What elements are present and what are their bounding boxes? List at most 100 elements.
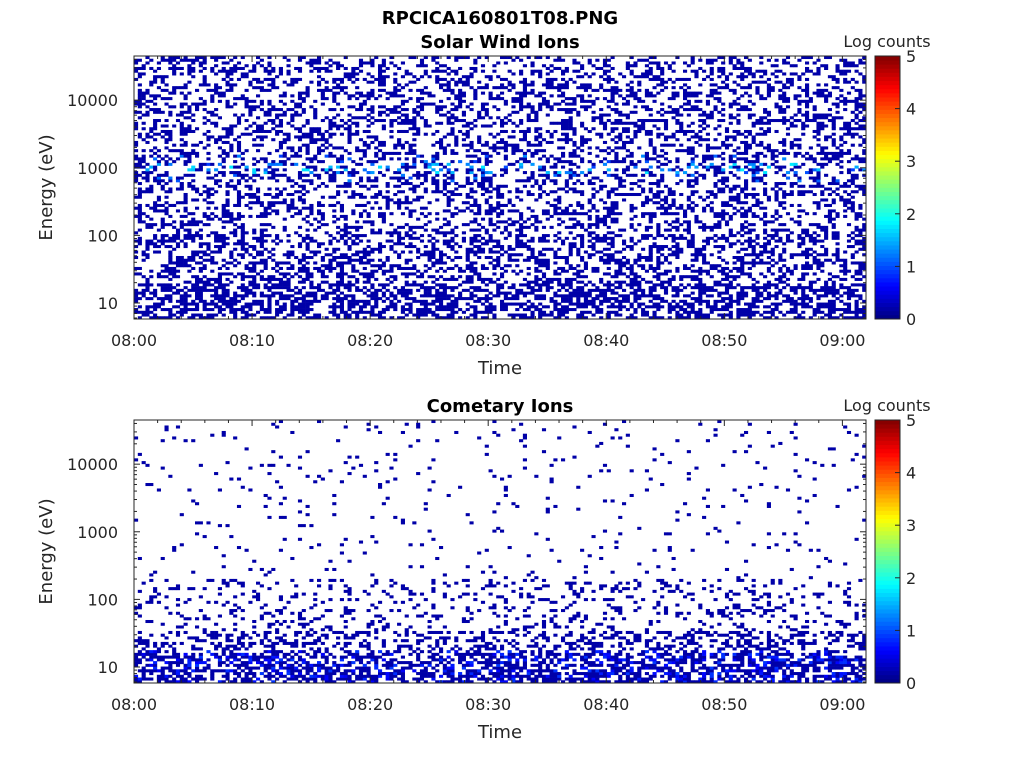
spectrogram-cell xyxy=(526,291,531,295)
spectrogram-cell xyxy=(561,209,566,213)
spectrogram-cell xyxy=(191,165,196,169)
spectrogram-cell xyxy=(511,302,516,306)
spectrogram-cell xyxy=(168,294,173,298)
spectrogram-cell xyxy=(488,234,493,238)
spectrogram-cell xyxy=(339,160,344,164)
spectrogram-cell xyxy=(412,108,417,112)
spectrogram-cell xyxy=(256,56,261,60)
spectrogram-cell xyxy=(450,149,455,153)
spectrogram-cell xyxy=(622,129,627,134)
spectrogram-cell xyxy=(469,86,474,90)
spectrogram-cell xyxy=(450,173,455,177)
spectrogram-cell xyxy=(511,97,516,101)
spectrogram-cell xyxy=(214,302,219,306)
spectrogram-cell xyxy=(397,138,402,142)
spectrogram-cell xyxy=(419,299,425,303)
spectrogram-cell xyxy=(343,56,348,60)
spectrogram-cell xyxy=(580,310,585,314)
spectrogram-cell xyxy=(610,209,615,213)
spectrogram-cell xyxy=(618,283,623,287)
spectrogram-cell xyxy=(545,171,550,175)
spectrogram-cell xyxy=(271,83,276,87)
spectrogram-cell xyxy=(553,171,558,175)
spectrogram-cell xyxy=(297,297,303,301)
spectrogram-cell xyxy=(484,86,489,90)
spectrogram-cell xyxy=(416,171,421,175)
spectrogram-cell xyxy=(320,91,325,95)
spectrogram-cell xyxy=(423,228,428,232)
spectrogram-cell xyxy=(301,187,306,191)
spectrogram-cell xyxy=(610,138,615,142)
spectrogram-cell xyxy=(541,264,547,268)
spectrogram-cell xyxy=(625,113,630,117)
spectrogram-cell xyxy=(271,162,276,166)
spectrogram-cell xyxy=(294,291,299,295)
spectrogram-cell xyxy=(541,138,547,142)
spectrogram-cell xyxy=(214,190,219,194)
spectrogram-cell xyxy=(301,201,306,205)
spectrogram-cell xyxy=(454,299,459,303)
spectrogram-cell xyxy=(229,77,234,81)
spectrogram-cell xyxy=(305,316,310,320)
spectrogram-cell xyxy=(522,105,527,109)
spectrogram-cell xyxy=(267,72,272,76)
spectrogram-cell xyxy=(397,288,402,292)
spectrogram-cell xyxy=(595,190,600,194)
spectrogram-cell xyxy=(545,239,550,243)
spectrogram-cell xyxy=(404,121,409,125)
spectrogram-cell xyxy=(541,272,547,276)
spectrogram-cell xyxy=(442,173,447,177)
spectrogram-cell xyxy=(248,283,253,287)
spectrogram-cell xyxy=(641,190,646,194)
spectrogram-cell xyxy=(153,165,158,169)
spectrogram-cell xyxy=(648,316,653,320)
spectrogram-cell xyxy=(252,64,257,68)
spectrogram-cell xyxy=(267,113,272,117)
spectrogram-cell xyxy=(400,102,405,106)
spectrogram-cell xyxy=(625,64,630,68)
spectrogram-cell xyxy=(210,258,215,262)
spectrogram-cell xyxy=(305,94,310,98)
spectrogram-cell xyxy=(309,206,314,210)
spectrogram-cell xyxy=(191,286,196,290)
spectrogram-cell xyxy=(633,214,638,218)
spectrogram-cell xyxy=(160,187,165,191)
spectrogram-cell xyxy=(549,225,554,229)
spectrogram-cell xyxy=(446,66,451,70)
spectrogram-cell xyxy=(397,129,402,134)
spectrogram-cell xyxy=(358,179,364,183)
spectrogram-cell xyxy=(549,313,554,317)
spectrogram-cell xyxy=(202,83,207,87)
spectrogram-cell xyxy=(317,56,322,60)
spectrogram-cell xyxy=(614,297,619,301)
spectrogram-cell xyxy=(378,110,383,114)
spectrogram-cell xyxy=(191,69,196,73)
spectrogram-cell xyxy=(484,297,489,301)
spectrogram-cell xyxy=(160,220,165,224)
spectrogram-cell xyxy=(515,209,520,213)
spectrogram-cell xyxy=(587,146,592,150)
spectrogram-cell xyxy=(515,308,520,312)
spectrogram-cell xyxy=(271,283,276,287)
spectrogram-cell xyxy=(381,286,386,290)
spectrogram-cell xyxy=(252,294,257,298)
spectrogram-cell xyxy=(648,299,653,303)
spectrogram-cell xyxy=(217,154,222,158)
spectrogram-cell xyxy=(297,225,303,229)
spectrogram-cell xyxy=(236,217,242,221)
spectrogram-cell xyxy=(549,286,554,290)
spectrogram-cell xyxy=(263,160,268,164)
spectrogram-cell xyxy=(423,223,428,227)
spectrogram-cell xyxy=(160,58,165,62)
spectrogram-cell xyxy=(637,99,642,103)
spectrogram-cell xyxy=(622,228,627,232)
spectrogram-cell xyxy=(355,286,360,290)
spectrogram-cell xyxy=(214,72,219,76)
spectrogram-cell xyxy=(538,294,543,298)
spectrogram-cell xyxy=(591,223,596,227)
spectrogram-cell xyxy=(515,302,520,306)
spectrogram-cell xyxy=(416,173,421,177)
spectrogram-cell xyxy=(290,305,295,309)
spectrogram-cell xyxy=(618,132,623,136)
spectrogram-cell xyxy=(541,294,547,298)
